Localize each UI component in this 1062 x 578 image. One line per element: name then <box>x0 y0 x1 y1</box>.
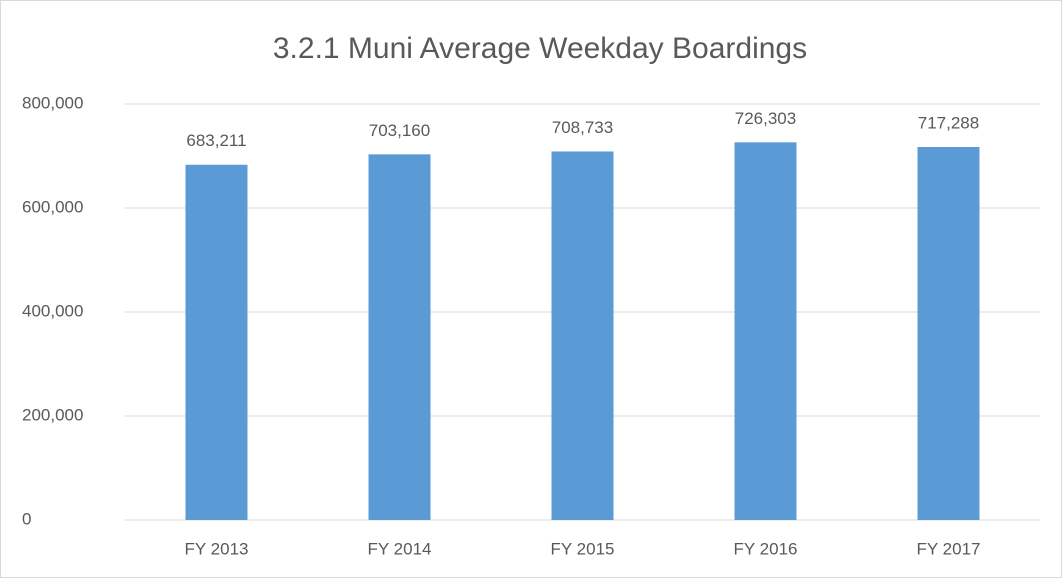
x-tick-label: FY 2016 <box>734 539 798 558</box>
x-tick-label: FY 2017 <box>917 539 981 558</box>
chart-title: 3.2.1 Muni Average Weekday Boardings <box>273 32 807 65</box>
y-tick-label: 800,000 <box>22 93 83 112</box>
y-tick-label: 200,000 <box>22 405 83 424</box>
bar <box>551 151 614 520</box>
data-label: 708,733 <box>552 118 613 137</box>
y-tick-label: 600,000 <box>22 197 83 216</box>
data-label: 703,160 <box>369 121 430 140</box>
bar <box>917 147 980 520</box>
bar <box>734 142 797 520</box>
x-tick-label: FY 2015 <box>551 539 615 558</box>
y-tick-label: 0 <box>22 509 31 528</box>
data-label: 717,288 <box>918 113 979 132</box>
bar <box>185 164 248 520</box>
bar <box>368 154 431 520</box>
x-tick-label: FY 2013 <box>185 539 249 558</box>
data-label: 683,211 <box>186 131 246 150</box>
data-label: 726,303 <box>735 109 796 128</box>
y-tick-label: 400,000 <box>22 301 83 320</box>
x-tick-label: FY 2014 <box>368 539 432 558</box>
